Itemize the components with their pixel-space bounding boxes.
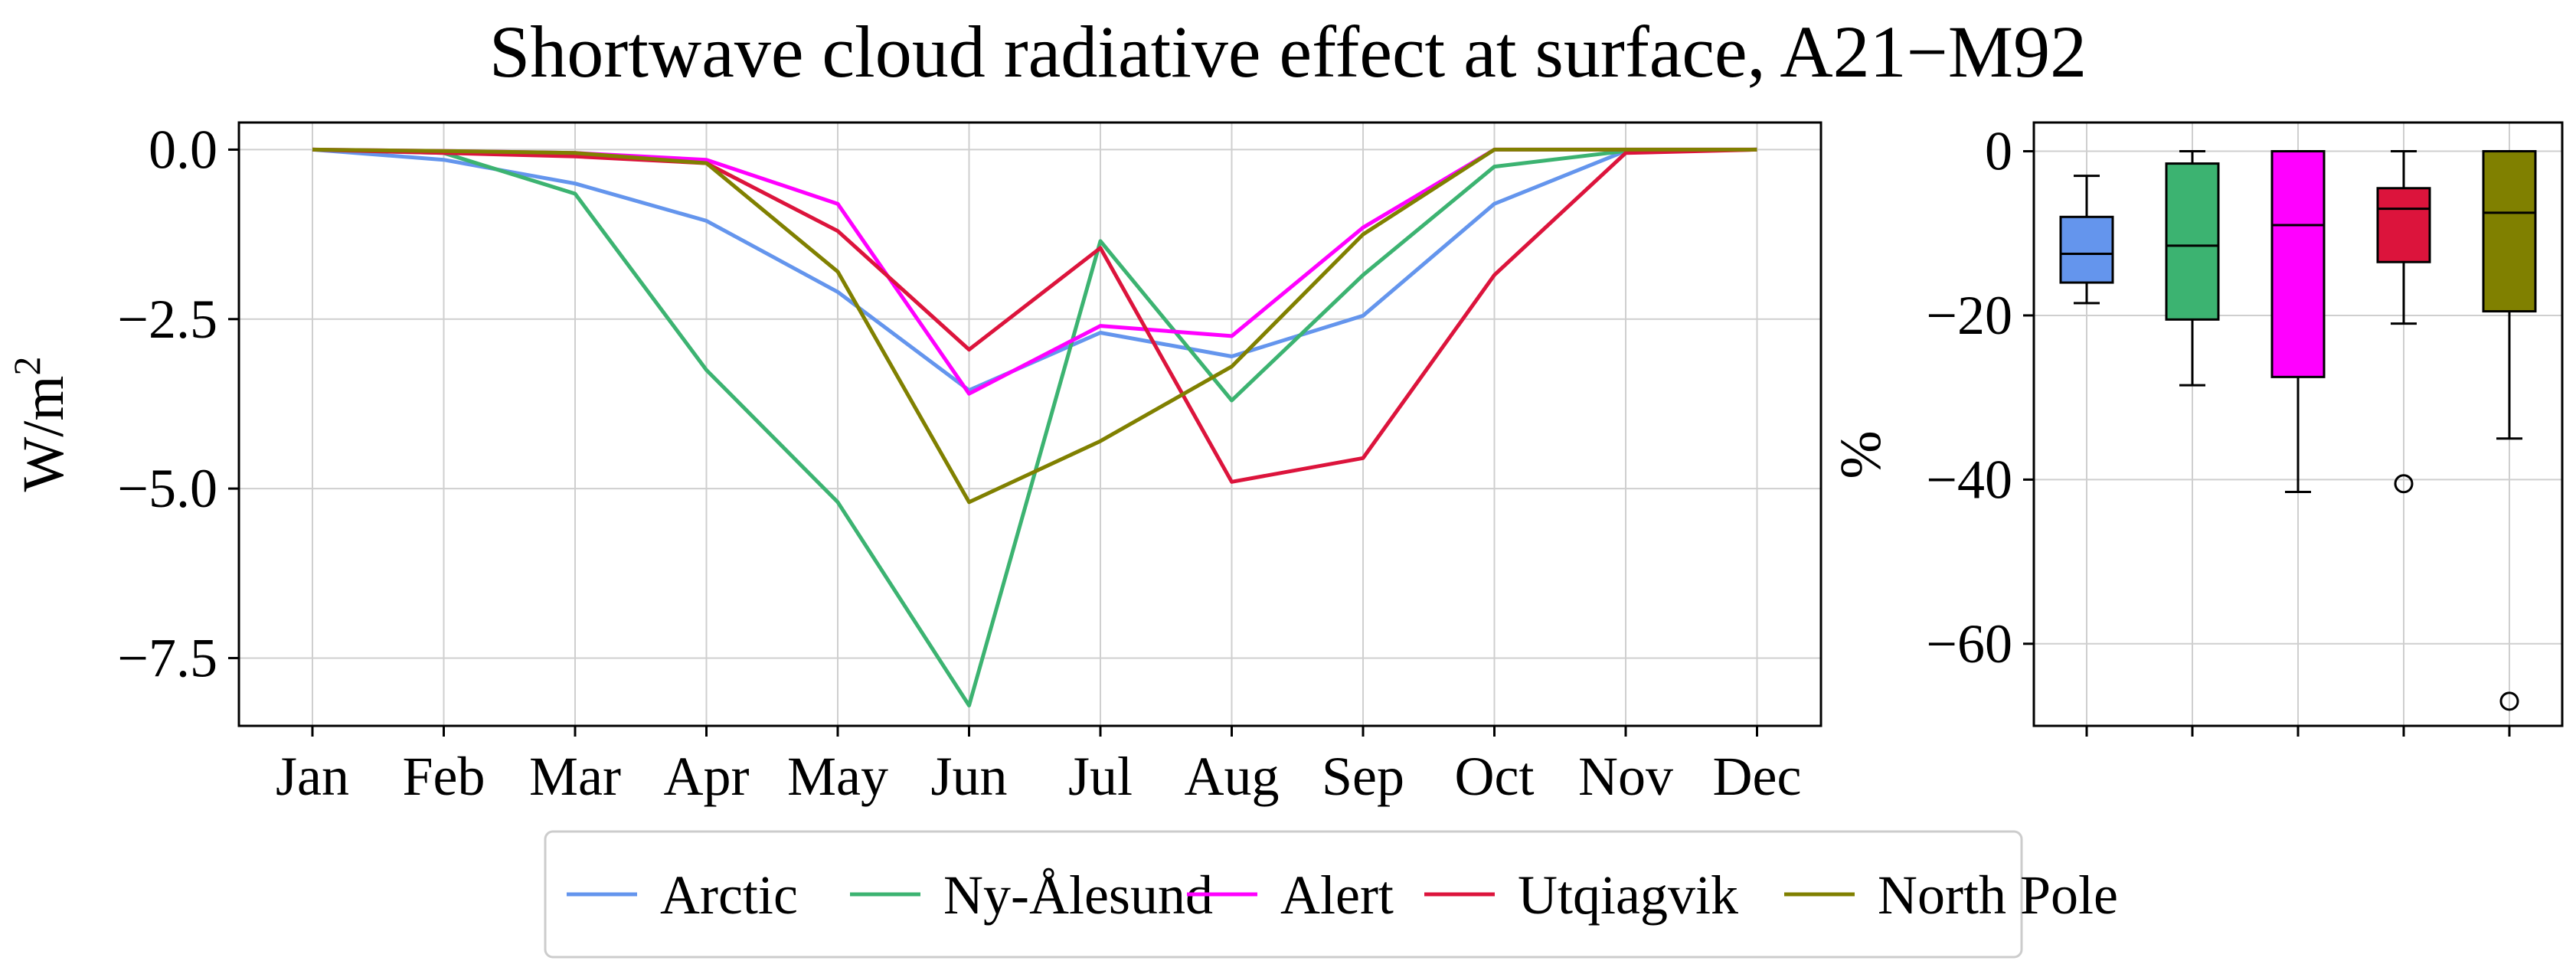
- line-chart-panel: Jan Feb Mar Apr May Jun Jul Aug Sep Oct Nov Dec 0.0 −…: [5, 119, 1822, 807]
- line-x-tick-label: Dec: [1713, 746, 1802, 807]
- legend-label-north-pole: North Pole: [1878, 864, 2118, 926]
- line-y-axis-label: W/m2: [5, 357, 76, 492]
- line-y-tick-label: −7.5: [117, 627, 217, 688]
- line-gridlines: [239, 123, 1821, 726]
- box-y-tick-label: −40: [1926, 449, 2012, 510]
- box-iqr-north-pole: [2482, 150, 2537, 313]
- legend-items: Arctic Ny-Ålesund Alert Utqiagvik North Pole: [567, 864, 2118, 926]
- line-y-axis-label-base: W/m: [11, 376, 76, 492]
- box-iqr-ny-lesund: [2165, 162, 2220, 321]
- line-x-tick-label: Feb: [403, 746, 485, 807]
- box-outlier-north-pole: [2499, 691, 2519, 711]
- line-y-tick-label: −5.0: [117, 458, 217, 519]
- legend: Arctic Ny-Ålesund Alert Utqiagvik North Pole: [544, 830, 2118, 959]
- box-chart-panel: 0 −20 −40 −60 %: [1829, 121, 2564, 737]
- series-line-north-pole: [312, 147, 1757, 505]
- chart-title: Shortwave cloud radiative effect at surf…: [489, 11, 2087, 93]
- line-x-tick-label: Jun: [930, 746, 1007, 807]
- box-outlier-utqiagvik: [2394, 474, 2414, 494]
- line-series-group: [312, 147, 1757, 707]
- series-line-utqiagvik: [312, 147, 1757, 484]
- line-y-tick-label: −2.5: [117, 289, 217, 350]
- box-items-group: [2059, 150, 2537, 711]
- line-x-tick-label: Jul: [1068, 746, 1133, 807]
- line-x-tick-label: Oct: [1455, 746, 1535, 807]
- line-x-tick-label: May: [787, 746, 888, 807]
- series-line-arctic: [312, 147, 1757, 393]
- line-x-tick-label: Apr: [664, 746, 750, 807]
- line-axis-ticks: Jan Feb Mar Apr May Jun Jul Aug Sep Oct Nov Dec 0.0 −…: [117, 119, 1801, 807]
- box-y-tick-label: −20: [1926, 285, 2012, 346]
- box-iqr-utqiagvik: [2376, 187, 2431, 263]
- box-axis-ticks: 0 −20 −40 −60: [1926, 121, 2511, 737]
- box-y-tick-label: −60: [1926, 613, 2012, 675]
- box-iqr-arctic: [2059, 215, 2114, 284]
- legend-label-alert: Alert: [1280, 864, 1394, 926]
- line-x-tick-label: Nov: [1578, 746, 1673, 807]
- line-plot-frame: [237, 121, 1822, 727]
- line-y-axis-label-superscript: 2: [5, 357, 48, 376]
- legend-frame: [544, 830, 2023, 959]
- line-x-tick-label: Mar: [529, 746, 621, 807]
- line-x-tick-label: Aug: [1185, 746, 1280, 807]
- legend-label-arctic: Arctic: [660, 864, 798, 926]
- line-x-tick-label: Jan: [276, 746, 349, 807]
- box-y-axis-label: %: [1829, 430, 1893, 479]
- legend-label-utqiagvik: Utqiagvik: [1518, 864, 1738, 926]
- box-y-tick-label: 0: [1985, 121, 2012, 182]
- box-iqr-alert: [2270, 150, 2326, 378]
- legend-label-ny-lesund: Ny-Ålesund: [943, 864, 1213, 926]
- line-y-tick-label: 0.0: [149, 119, 217, 180]
- line-x-tick-label: Sep: [1322, 746, 1404, 807]
